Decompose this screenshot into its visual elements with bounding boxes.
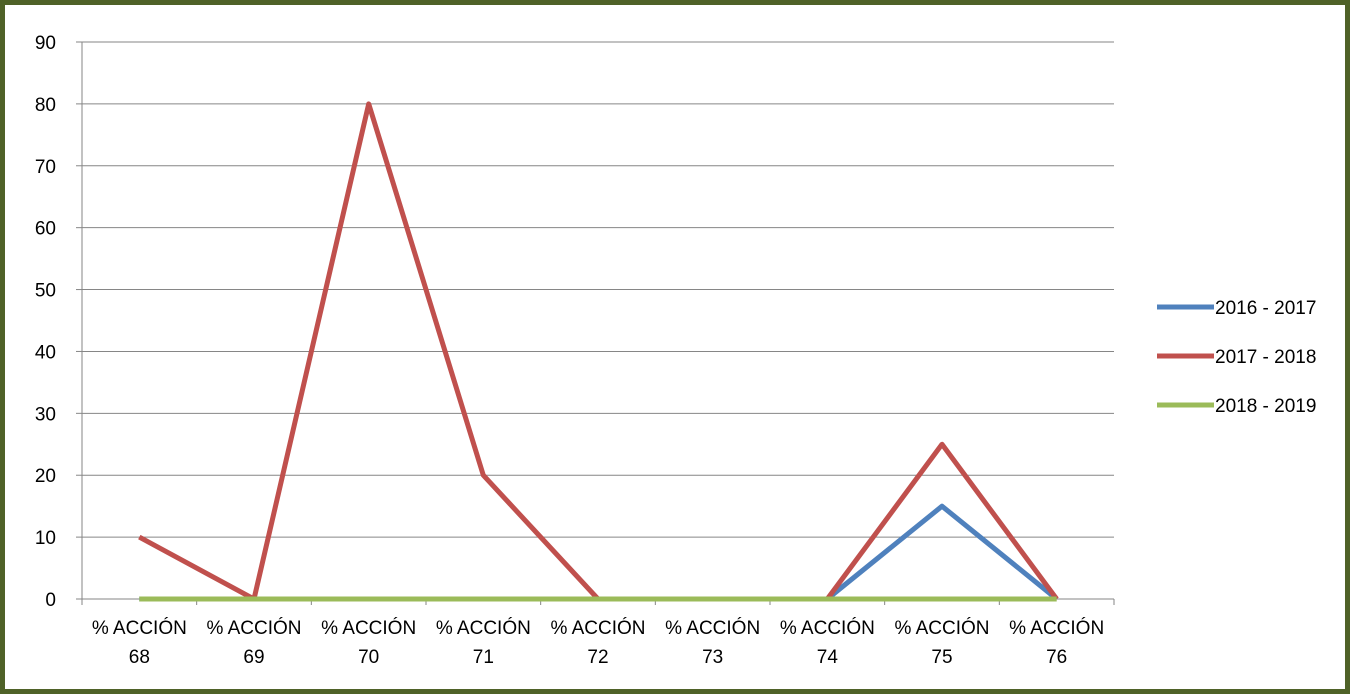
legend-label: 2018 - 2019 [1215, 396, 1316, 417]
x-tick-label: % ACCIÓN 69 [206, 617, 301, 668]
grid-lines [82, 41, 1114, 538]
y-tick-label: 20 [35, 466, 56, 487]
series-line-1 [139, 503, 1059, 602]
legend-item: 2017 - 2018 [1157, 347, 1316, 368]
x-tick-label: % ACCIÓN 74 [780, 617, 875, 668]
y-tick-label: 80 [35, 95, 56, 116]
y-tick-label: 30 [35, 404, 56, 425]
axes [81, 42, 1114, 600]
y-tick-label: 10 [35, 528, 56, 549]
x-tick-label: % ACCIÓN 75 [894, 617, 989, 668]
y-tick-label: 0 [45, 590, 56, 611]
legend: 2016 - 2017 2017 - 2018 2018 - 2019 [1157, 298, 1316, 417]
x-tick-label: % ACCIÓN 73 [665, 617, 760, 668]
y-tick-label: 50 [35, 281, 56, 302]
y-axis-ticks: 0 10 20 30 40 50 60 70 80 90 [35, 33, 82, 611]
legend-item: 2018 - 2019 [1157, 396, 1316, 417]
y-tick-label: 60 [35, 219, 56, 240]
x-tick-label: % ACCIÓN 72 [550, 617, 645, 668]
legend-label: 2016 - 2017 [1215, 298, 1316, 319]
legend-item: 2016 - 2017 [1157, 298, 1316, 319]
x-tick-label: % ACCIÓN 76 [1009, 617, 1104, 668]
y-tick-label: 70 [35, 157, 56, 178]
legend-label: 2017 - 2018 [1215, 347, 1316, 368]
y-tick-label: 40 [35, 342, 56, 363]
x-tick-label: % ACCIÓN 70 [321, 617, 416, 668]
x-tick-label: % ACCIÓN 68 [92, 617, 187, 668]
y-tick-label: 90 [35, 33, 56, 54]
x-tick-label: % ACCIÓN 71 [436, 617, 531, 668]
series-lines [138, 101, 1059, 602]
x-axis-ticks: % ACCIÓN 68 % ACCIÓN 69 % ACCIÓN 70 % ACCIÓN 71… [81, 599, 1115, 668]
